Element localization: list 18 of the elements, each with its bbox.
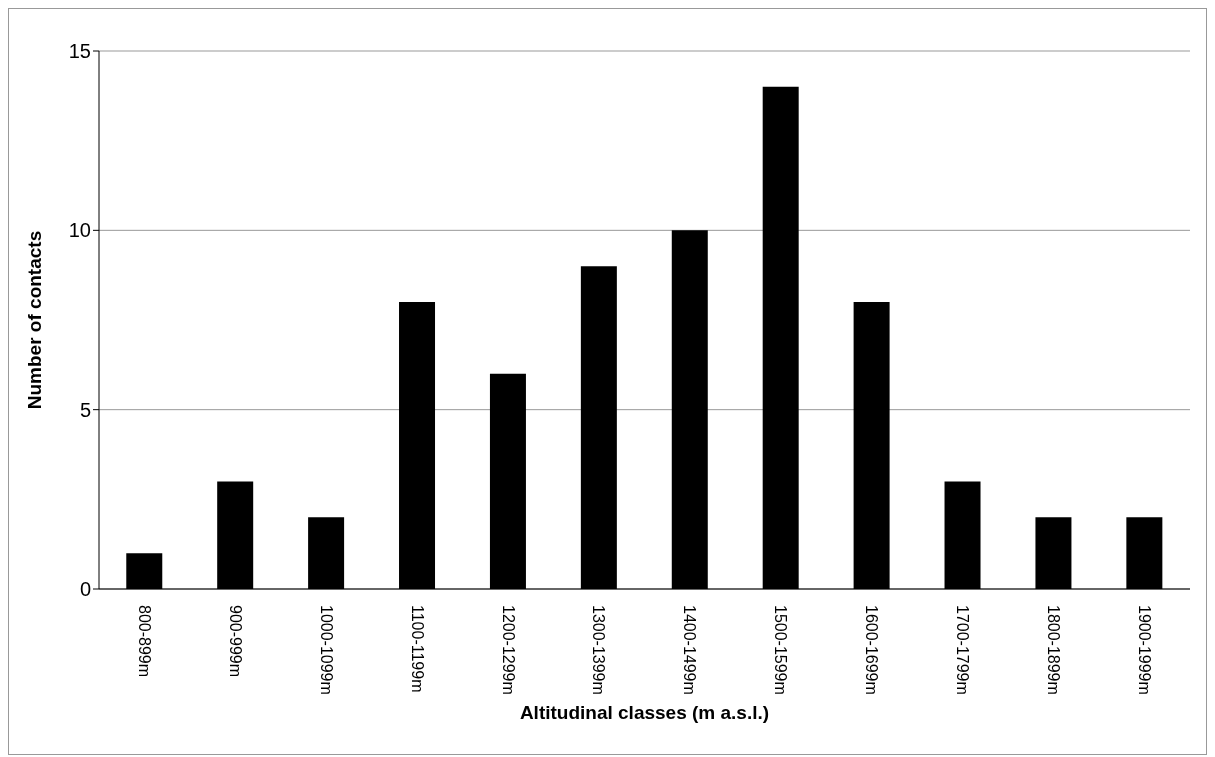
x-tick-label: 1700-1799m [954, 605, 972, 695]
x-tick-label: 1200-1299m [499, 605, 517, 695]
x-tick-label: 800-899m [135, 605, 153, 678]
x-tick-label: 1600-1699m [863, 605, 881, 695]
y-axis-title: Number of contacts [23, 230, 45, 410]
x-tick-label: 1900-1999m [1135, 605, 1153, 695]
x-tick-label: 1500-1599m [772, 605, 790, 695]
x-tick-label: 900-999m [226, 605, 244, 678]
x-tick-label: 1100-1199m [408, 605, 426, 693]
y-tick-label: 5 [79, 398, 91, 421]
y-tick-label: 10 [68, 219, 91, 242]
y-tick-label: 15 [68, 40, 91, 63]
x-axis-title: Altitudinal classes (m a.s.l.) [519, 702, 770, 723]
x-tick-label: 1800-1899m [1045, 605, 1063, 695]
x-tick-label: 1000-1099m [317, 605, 335, 695]
x-tick-label: 1400-1499m [681, 605, 699, 695]
y-tick-label: 0 [79, 578, 91, 601]
x-tick-label: 1300-1399m [590, 605, 608, 695]
